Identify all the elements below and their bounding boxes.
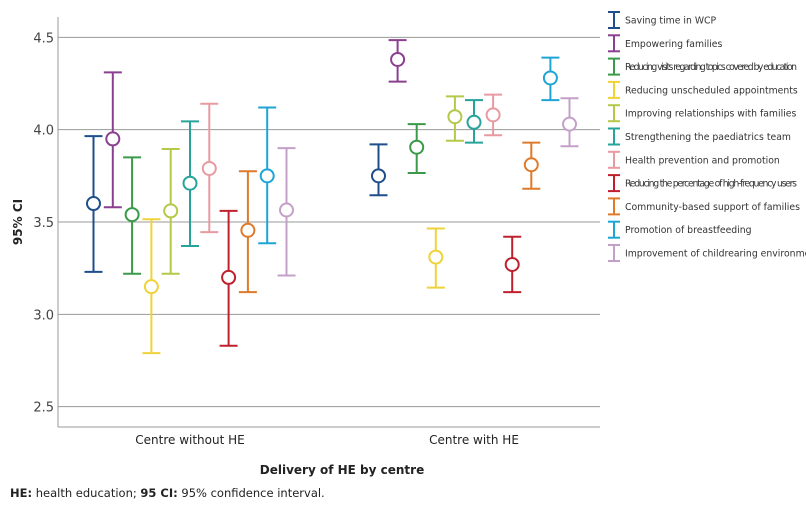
mean-marker <box>523 157 539 173</box>
mean-marker <box>259 168 275 184</box>
error-bar <box>123 156 142 275</box>
legend-item: Reducing unscheduled appointments <box>608 80 798 99</box>
legend-label: Promotion of breastfeeding <box>625 225 752 236</box>
y-tick-label: 4.0 <box>33 124 54 139</box>
legend-label: Saving time in WCP <box>625 16 717 27</box>
error-bar <box>238 170 257 294</box>
mean-marker <box>390 51 406 67</box>
legend: Saving time in WCP Empowering families Red… <box>608 11 806 262</box>
error-bar <box>181 120 199 248</box>
y-tick-label: 4.5 <box>33 31 54 46</box>
mean-marker <box>143 279 159 295</box>
error-bar <box>219 209 238 347</box>
error-bar <box>161 148 180 275</box>
legend-item: Improving relationships with families <box>608 104 796 123</box>
error-bar <box>103 71 122 209</box>
legend-label: Improving relationships with families <box>625 109 796 120</box>
legend-label: Improvement of childrearing environment <box>625 249 806 260</box>
error-bar <box>369 143 388 197</box>
mean-marker <box>447 109 463 125</box>
error-bar <box>407 123 426 175</box>
mean-marker <box>279 202 294 218</box>
mean-marker <box>221 269 237 285</box>
x-tick-label: Centre without HE <box>135 433 244 447</box>
error-bar <box>541 56 560 102</box>
mean-marker <box>86 196 101 212</box>
error-bar <box>503 235 522 294</box>
mean-marker <box>105 131 121 147</box>
legend-label: Reducing the percentage of high-frequenc… <box>625 179 797 190</box>
footnote-ci-abbr: 95 CI: <box>140 486 178 500</box>
error-bar <box>426 227 445 289</box>
mean-marker <box>371 168 386 184</box>
y-tick-label: 2.5 <box>33 401 54 416</box>
legend-label: Reducing unscheduled appointments <box>625 85 798 96</box>
legend-item: Community-based support of families <box>608 197 800 216</box>
y-axis-label: 95% CI <box>11 199 25 245</box>
x-axis-label: Delivery of HE by centre <box>260 463 424 477</box>
error-bar <box>522 141 541 190</box>
error-bar <box>277 147 296 277</box>
mean-marker <box>409 139 425 155</box>
footnote-ci-text: 95% confidence interval. <box>177 486 325 500</box>
legend-item: Reducing the percentage of high-frequenc… <box>608 174 797 193</box>
y-tick-label: 3.5 <box>33 216 54 231</box>
mean-marker <box>466 114 482 130</box>
legend-item: Saving time in WCP <box>608 11 717 29</box>
mean-marker <box>201 160 217 176</box>
legend-label: Reducing visits regarding topics covered… <box>625 62 797 73</box>
legend-item: Promotion of breastfeeding <box>608 220 752 239</box>
mean-marker <box>562 116 577 132</box>
legend-label: Strengthening the paediatrics team <box>625 132 791 143</box>
legend-label: Empowering families <box>625 39 722 50</box>
legend-item: Empowering families <box>608 34 722 53</box>
mean-marker <box>428 249 444 265</box>
mean-marker <box>182 175 198 191</box>
error-bar <box>484 93 503 137</box>
error-bar <box>445 95 464 142</box>
x-tick-label: Centre with HE <box>429 433 519 447</box>
mean-marker <box>124 207 140 223</box>
error-bar <box>200 102 219 234</box>
mean-marker <box>240 222 256 238</box>
footnote: HE: health education; 95 CI: 95% confide… <box>10 486 325 500</box>
error-bar <box>84 135 103 273</box>
mean-marker <box>504 256 520 272</box>
legend-label: Community-based support of families <box>625 202 800 213</box>
error-bar <box>560 97 579 148</box>
error-bar <box>142 218 161 355</box>
mean-marker <box>485 107 501 123</box>
error-bar <box>388 39 407 83</box>
legend-item: Strengthening the paediatrics team <box>608 127 791 146</box>
footnote-he-text: health education; <box>32 486 141 500</box>
legend-label: Health prevention and promotion <box>625 155 780 166</box>
legend-item: Reducing visits regarding topics covered… <box>608 57 797 76</box>
y-tick-label: 3.0 <box>33 308 54 323</box>
mean-marker <box>542 70 558 86</box>
error-bar <box>465 99 483 144</box>
mean-marker <box>163 203 179 219</box>
error-bar-chart: 2.5 3.0 3.5 4.0 4.5 Centre without HE Centre w… <box>11 11 806 477</box>
legend-item: Improvement of childrearing environment <box>608 244 806 262</box>
footnote-he-abbr: HE: <box>10 486 33 500</box>
legend-item: Health prevention and promotion <box>608 150 780 169</box>
error-bar <box>258 106 277 245</box>
